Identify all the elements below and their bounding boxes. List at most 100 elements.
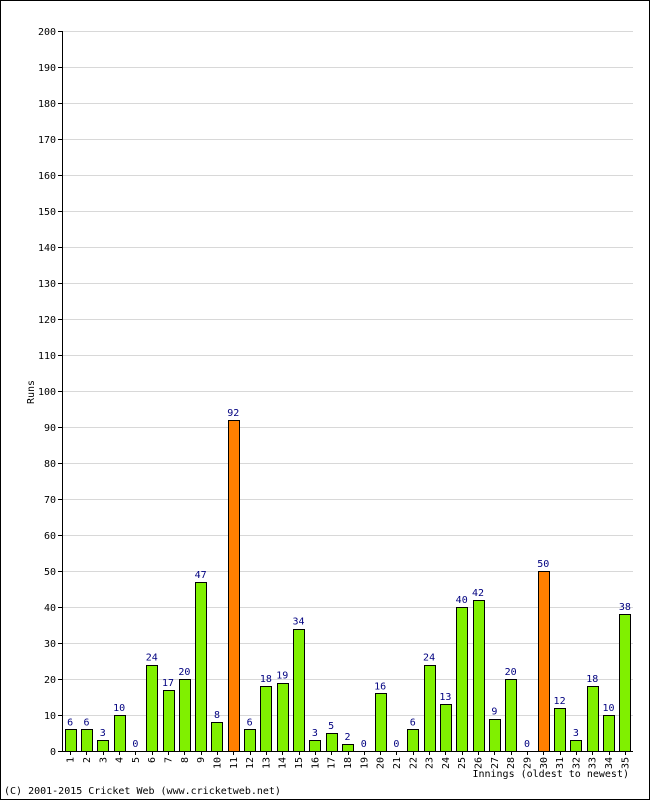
x-tick-label: 14 <box>278 757 289 769</box>
bar <box>424 665 436 752</box>
x-tick-label: 7 <box>164 757 175 763</box>
data-label: 6 <box>410 717 416 728</box>
bar <box>244 729 256 752</box>
bar <box>97 740 109 752</box>
x-tick-labels: 1 2 3 4 5 6 7 8 9 10 11 12 13 14 15 16 17 18 19 20 21 22 23 24 2… <box>66 757 632 769</box>
data-label: 3 <box>312 728 318 739</box>
x-tick-label: 33 <box>588 757 599 769</box>
bar <box>473 600 485 752</box>
x-tick-label: 34 <box>604 757 615 769</box>
bar <box>489 719 501 752</box>
data-label: 47 <box>195 570 207 581</box>
y-tick-label: 90 <box>44 423 56 434</box>
y-tick-label: 130 <box>38 279 56 290</box>
data-label: 10 <box>603 703 615 714</box>
x-tick-label: 17 <box>327 757 338 769</box>
x-tick-label: 2 <box>82 757 93 763</box>
bar <box>114 715 126 752</box>
bar <box>260 686 272 752</box>
x-tick-label: 16 <box>310 757 321 769</box>
x-tick-label: 35 <box>620 757 631 769</box>
x-tick-label: 27 <box>490 757 501 769</box>
x-tick-label: 4 <box>115 757 126 763</box>
bar <box>195 582 207 752</box>
bar <box>228 420 240 752</box>
x-tick-label: 28 <box>506 757 517 769</box>
bar <box>619 614 631 752</box>
y-tick-label: 110 <box>38 351 56 362</box>
y-tick-label: 40 <box>44 603 56 614</box>
data-label: 6 <box>247 717 253 728</box>
x-tick-label: 22 <box>408 757 419 769</box>
data-label: 10 <box>113 703 125 714</box>
x-axis-title: Innings (oldest to newest) <box>472 769 629 780</box>
data-label: 18 <box>260 674 272 685</box>
data-label: 0 <box>524 739 530 750</box>
data-label: 3 <box>100 728 106 739</box>
bar <box>309 740 321 752</box>
x-tick-label: 26 <box>474 757 485 769</box>
data-label: 38 <box>619 602 631 613</box>
data-label: 13 <box>439 692 451 703</box>
data-label: 34 <box>293 617 305 628</box>
x-tick-label: 10 <box>212 757 223 769</box>
axes <box>58 31 633 755</box>
y-tick-label: 190 <box>38 63 56 74</box>
copyright-text: (C) 2001-2015 Cricket Web (www.cricketwe… <box>4 786 281 797</box>
x-tick-label: 5 <box>131 757 142 763</box>
bar <box>81 729 93 752</box>
data-label: 19 <box>276 671 288 682</box>
data-label: 6 <box>83 717 89 728</box>
data-label: 6 <box>67 717 73 728</box>
x-tick-label: 23 <box>425 757 436 769</box>
x-tick-label: 3 <box>98 757 109 763</box>
y-tick-label: 60 <box>44 531 56 542</box>
x-tick-label: 8 <box>180 757 191 763</box>
x-tick-label: 29 <box>522 757 533 769</box>
data-label: 2 <box>344 732 350 743</box>
bar <box>603 715 615 752</box>
x-tick-label: 6 <box>147 757 158 763</box>
bar <box>179 679 191 752</box>
data-label: 92 <box>227 408 239 419</box>
y-tick-label: 140 <box>38 243 56 254</box>
bar <box>375 693 387 752</box>
x-tick-label: 21 <box>392 757 403 769</box>
data-label: 5 <box>328 721 334 732</box>
data-label: 12 <box>554 696 566 707</box>
x-tick-label: 18 <box>343 757 354 769</box>
y-tick-label: 200 <box>38 27 56 38</box>
x-tick-label: 1 <box>66 757 77 763</box>
data-label: 20 <box>178 667 190 678</box>
y-axis-title: Runs <box>26 380 37 404</box>
bar <box>505 679 517 752</box>
bar <box>211 722 223 752</box>
bar <box>570 740 582 752</box>
bar <box>293 629 305 752</box>
bar <box>440 704 452 752</box>
x-tick-label: 11 <box>229 757 240 769</box>
bar <box>65 729 77 752</box>
bar <box>407 729 419 752</box>
data-label: 42 <box>472 588 484 599</box>
data-label: 8 <box>214 710 220 721</box>
y-tick-label: 30 <box>44 639 56 650</box>
x-tick-label: 30 <box>539 757 550 769</box>
x-tick-label: 24 <box>441 757 452 769</box>
data-label: 0 <box>132 739 138 750</box>
bar <box>456 607 468 752</box>
y-tick-label: 120 <box>38 315 56 326</box>
bar <box>342 744 354 752</box>
bar <box>538 571 550 752</box>
bar <box>554 708 566 752</box>
bar <box>587 686 599 752</box>
bar <box>277 683 289 752</box>
y-tick-label: 170 <box>38 135 56 146</box>
x-tick-label: 31 <box>555 757 566 769</box>
y-tick-label: 80 <box>44 459 56 470</box>
data-label: 20 <box>505 667 517 678</box>
bar <box>146 665 158 752</box>
